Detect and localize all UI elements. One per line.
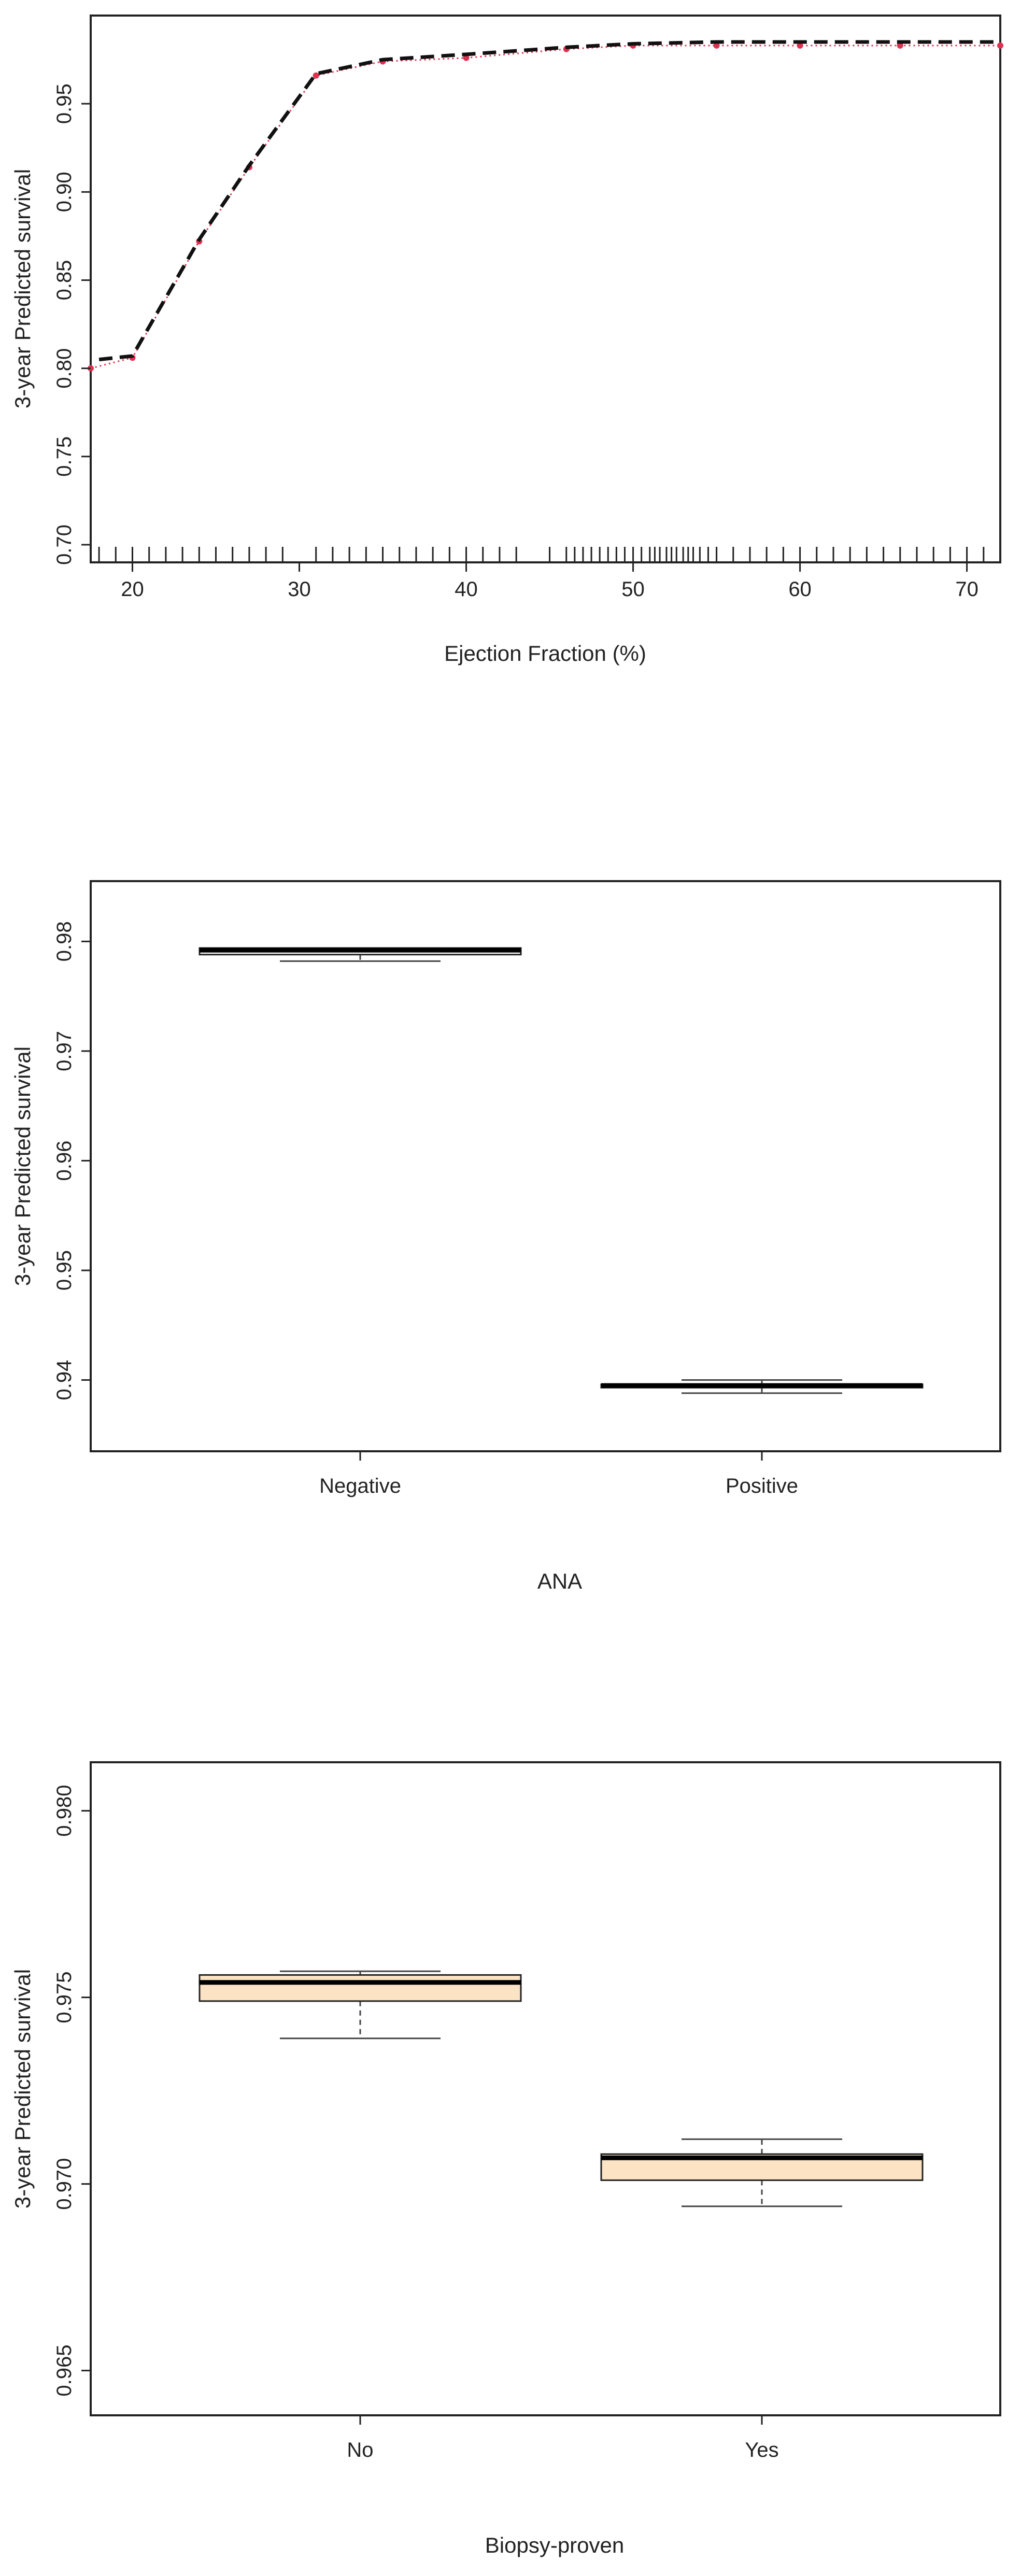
x-tick-label: No [347, 2439, 373, 2461]
x-tick-label: 30 [288, 578, 311, 601]
ejection-fraction-chart: 0.70 0.75 0.80 0.85 0.90 0.95 20 30 40 50 60 70 Ej… [10, 15, 1003, 666]
plot-frame [90, 15, 1001, 563]
data-point [713, 42, 720, 49]
x-tick-label: Negative [319, 1475, 401, 1497]
y-tick-label: 0.98 [53, 921, 76, 961]
x-tick-label: Positive [726, 1475, 798, 1497]
x-axis-label: Biopsy-proven [485, 2533, 624, 2557]
box-iqr [198, 1974, 522, 2002]
series-line-black [98, 40, 1000, 362]
y-tick-label: 0.95 [53, 1250, 76, 1291]
y-tick-label: 0.80 [53, 348, 76, 389]
y-tick-label: 0.970 [53, 2158, 76, 2210]
plot-frame [90, 880, 1001, 1452]
y-tick-label: 0.70 [53, 525, 76, 565]
ana-boxplot: 0.94 0.95 0.96 0.97 0.98 Negative Positive AN… [10, 880, 1001, 1593]
x-tick-label: 70 [955, 578, 979, 601]
x-axis-label: ANA [537, 1569, 582, 1593]
data-point [797, 42, 803, 49]
x-tick-label: 60 [788, 578, 812, 601]
y-tick-label: 0.90 [53, 172, 76, 212]
biopsy-boxplot: 0.965 0.970 0.975 0.980 No Yes Biopsy-proven… [10, 1761, 1001, 2557]
y-axis-label: 3-year Predicted survival [10, 1969, 35, 2209]
y-tick-label: 0.97 [53, 1031, 76, 1071]
y-tick-label: 0.75 [53, 436, 76, 477]
plot-frame [90, 1761, 1001, 2416]
x-tick-label: 20 [121, 578, 144, 601]
y-axis-label: 3-year Predicted survival [10, 1046, 35, 1286]
data-point [897, 42, 903, 49]
series-line-red [90, 45, 1000, 370]
data-point [313, 72, 319, 79]
x-tick-label: Yes [745, 2439, 778, 2461]
y-tick-label: 0.975 [53, 1972, 76, 2023]
y-tick-label: 0.95 [53, 83, 76, 124]
y-tick-label: 0.980 [53, 1785, 76, 1837]
data-point [463, 54, 470, 61]
y-tick-label: 0.96 [53, 1140, 76, 1181]
y-tick-label: 0.94 [53, 1360, 76, 1400]
y-tick-label: 0.965 [53, 2345, 76, 2397]
x-tick-label: 50 [621, 578, 645, 601]
x-tick-label: 40 [455, 578, 478, 601]
data-point [997, 42, 1003, 49]
y-axis-label: 3-year Predicted survival [10, 169, 35, 408]
y-tick-label: 0.85 [53, 260, 76, 301]
x-axis-label: Ejection Fraction (%) [444, 641, 646, 666]
